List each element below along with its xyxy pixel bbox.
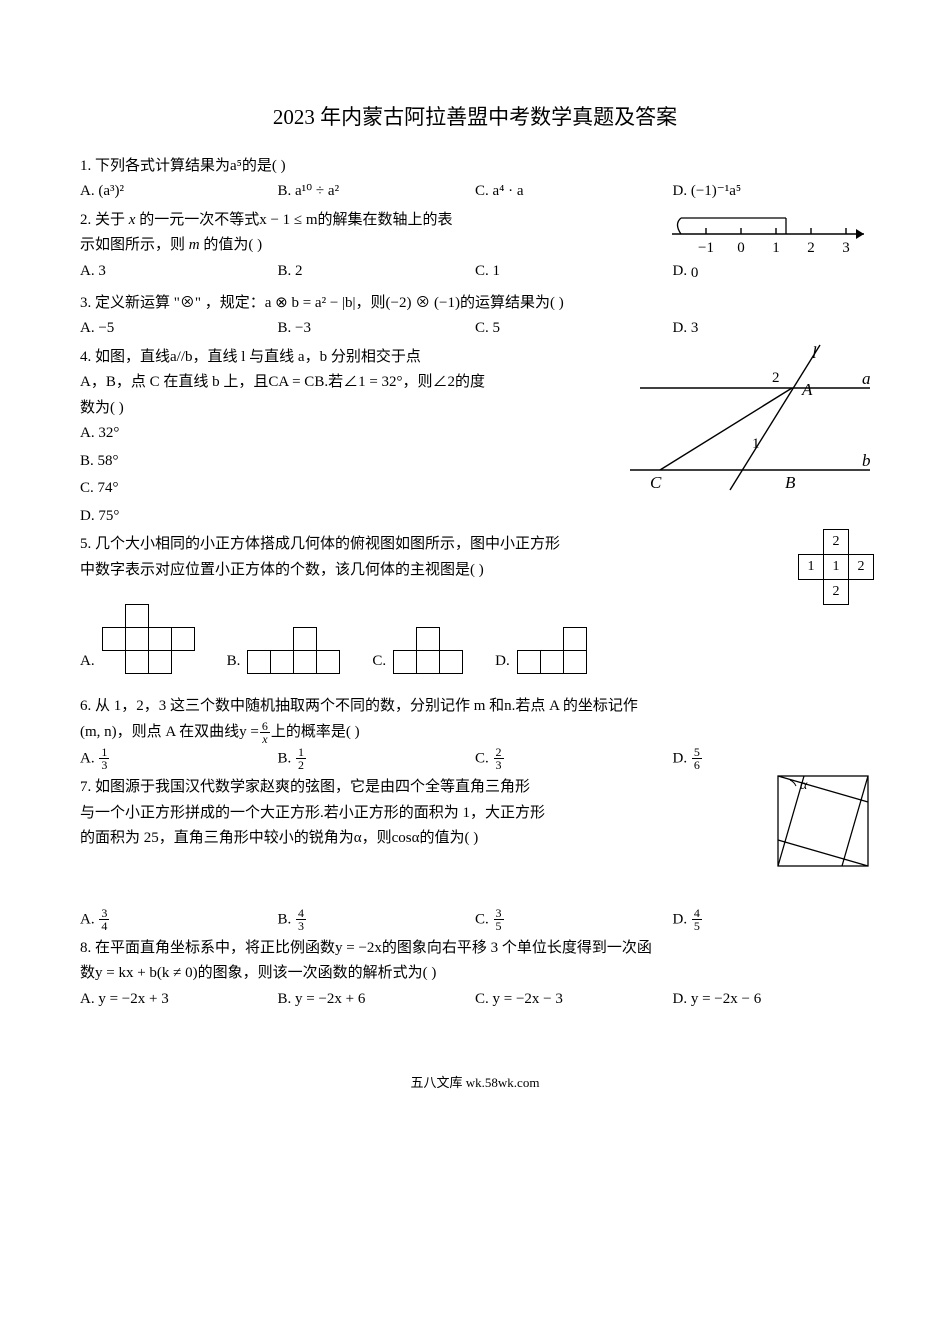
q7-choice-b: B. 43 [278, 907, 476, 933]
q8-choice-d: D. y = −2x − 6 [673, 987, 871, 1013]
q7-line2: 与一个小正方形拼成的一个大正方形.若小正方形的面积为 1，大正方形 [80, 801, 680, 827]
q4-line1: 4. 如图，直线a//b，直线 l 与直线 a，b 分别相交于点 [80, 345, 600, 371]
q5-choice-d-shape [518, 628, 587, 674]
alpha-label: α [800, 778, 808, 793]
q2-choice-b: B. 2 [278, 259, 476, 285]
q7-choice-d: D. 45 [673, 907, 871, 933]
q5-choice-c-label: C. [372, 649, 386, 675]
q8-choice-b: B. y = −2x + 6 [278, 987, 476, 1013]
q5-choice-d-label: D. [495, 649, 510, 675]
q3-choice-b: B. −3 [278, 316, 476, 342]
label-B: B [785, 473, 796, 492]
q5-shape-choices: A. B. C. D. [80, 605, 870, 674]
q5-choice-b-shape [248, 628, 340, 674]
angle-1: 1 [752, 436, 760, 452]
q7-choice-a: A. 34 [80, 907, 278, 933]
q3-choice-c: C. 5 [475, 316, 673, 342]
q5-choice-b-label: B. [227, 649, 241, 675]
label-b: b [862, 451, 871, 470]
label-a: a [862, 369, 871, 388]
question-8: 8. 在平面直角坐标系中，将正比例函数y = −2x的图象向右平移 3 个单位长… [80, 936, 870, 1013]
q6-line2: (m, n)，则点 A 在双曲线y = 6x 上的概率是( ) [80, 720, 870, 746]
question-3: 3. 定义新运算 "⊗" ，规定：a ⊗ b = a² − |b|，则(−2) … [80, 291, 870, 342]
question-5: 2 1 1 2 2 5. 几个大小相同的小正方体搭成几何体的俯视图如图所示，图中… [80, 532, 870, 674]
q1-choice-a: A. (a³)² [80, 179, 278, 205]
q6-choice-b: B. 12 [278, 746, 476, 772]
q6-choice-d: D. 56 [673, 746, 871, 772]
q5-choice-a-label: A. [80, 649, 95, 675]
q8-choice-c: C. y = −2x − 3 [475, 987, 673, 1013]
q4-choice-d: D. 75° [80, 504, 870, 530]
question-6: 6. 从 1，2，3 这三个数中随机抽取两个不同的数，分别记作 m 和n.若点 … [80, 694, 870, 772]
tick-1: 1 [772, 240, 780, 256]
q5-choice-c-shape [394, 628, 463, 674]
label-C: C [650, 473, 662, 492]
zhao-shuang-figure: α [774, 772, 872, 870]
tick-2: 2 [807, 240, 815, 256]
q7-line1: 7. 如图源于我国汉代数学家赵爽的弦图，它是由四个全等直角三角形 [80, 775, 680, 801]
q4-line2: A，B，点 C 在直线 b 上，且CA = CB.若∠1 = 32°，则∠2的度 [80, 370, 600, 396]
angle-2: 2 [772, 370, 780, 386]
q8-line1: 8. 在平面直角坐标系中，将正比例函数y = −2x的图象向右平移 3 个单位长… [80, 936, 870, 962]
question-4: l a b A B C 2 1 4. 如图，直线a//b，直线 l 与直线 a，… [80, 345, 870, 530]
top-view-figure: 2 1 1 2 2 [799, 530, 874, 615]
q7-choice-c: C. 35 [475, 907, 673, 933]
q7-line3: 的面积为 25，直角三角形中较小的锐角为α，则cosα的值为( ) [80, 826, 680, 852]
tick-3: 3 [842, 240, 850, 256]
label-A: A [801, 380, 813, 399]
q3-stem: 3. 定义新运算 "⊗" ，规定：a ⊗ b = a² − |b|，则(−2) … [80, 291, 870, 317]
q6-line1: 6. 从 1，2，3 这三个数中随机抽取两个不同的数，分别记作 m 和n.若点 … [80, 694, 870, 720]
q4-line3: 数为( ) [80, 396, 600, 422]
q6-choice-a: A. 13 [80, 746, 278, 772]
question-2: −1 0 1 2 3 2. 关于 x 的一元一次不等式x − 1 ≤ m的解集在… [80, 208, 870, 288]
page-title: 2023 年内蒙古阿拉善盟中考数学真题及答案 [80, 100, 870, 136]
q2-choice-a: A. 3 [80, 259, 278, 285]
page-footer: 五八文库 wk.58wk.com [80, 1072, 870, 1094]
tick-0: 0 [737, 240, 745, 256]
q8-line2: 数y = kx + b(k ≠ 0)的图象，则该一次函数的解析式为( ) [80, 961, 870, 987]
number-line-figure: −1 0 1 2 3 [666, 202, 876, 264]
q3-choice-d: D. 3 [673, 316, 871, 342]
q1-stem: 1. 下列各式计算结果为a⁵的是( ) [80, 154, 870, 180]
q6-choice-c: C. 23 [475, 746, 673, 772]
q5-line2: 中数字表示对应位置小正方体的个数，该几何体的主视图是( ) [80, 558, 720, 584]
q2-choice-c: C. 1 [475, 259, 673, 285]
tick-minus1: −1 [698, 240, 714, 256]
parallel-lines-figure: l a b A B C 2 1 [630, 340, 880, 495]
q1-choice-c: C. a⁴ · a [475, 179, 673, 205]
question-1: 1. 下列各式计算结果为a⁵的是( ) A. (a³)² B. a¹⁰ ÷ a²… [80, 154, 870, 205]
question-7: α 7. 如图源于我国汉代数学家赵爽的弦图，它是由四个全等直角三角形 与一个小正… [80, 775, 870, 933]
q1-choice-b: B. a¹⁰ ÷ a² [278, 179, 476, 205]
q3-choice-a: A. −5 [80, 316, 278, 342]
q5-line1: 5. 几个大小相同的小正方体搭成几何体的俯视图如图所示，图中小正方形 [80, 532, 720, 558]
q5-choice-a-shape [103, 605, 195, 674]
label-l: l [812, 343, 817, 362]
q8-choice-a: A. y = −2x + 3 [80, 987, 278, 1013]
